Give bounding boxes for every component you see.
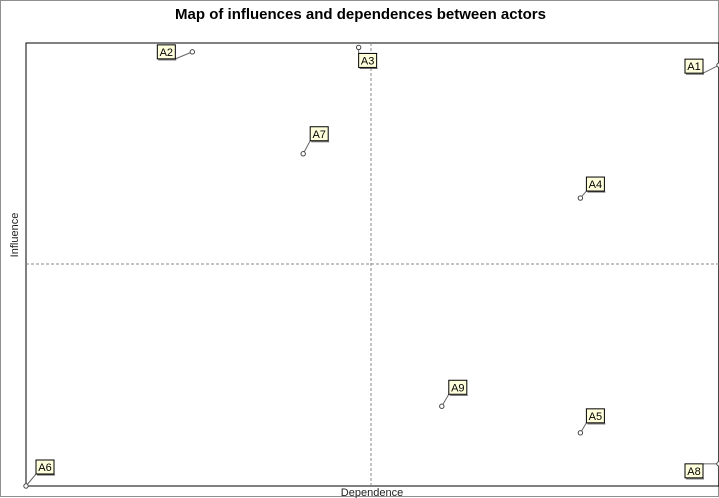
point-marker xyxy=(355,44,362,51)
point-label-box xyxy=(35,459,55,475)
point-label-box xyxy=(156,44,176,60)
point-label-box xyxy=(448,379,468,395)
label-leader-line xyxy=(702,64,719,74)
data-point-a2: A2 xyxy=(156,44,196,61)
y-axis-label: Influence xyxy=(9,213,21,258)
point-label: A6 xyxy=(38,462,51,474)
points-layer: A1 A2 A3 A4 A5 A6 A7 A8 A9 xyxy=(23,44,719,489)
data-point-a3: A3 xyxy=(355,44,378,69)
data-point-a1: A1 xyxy=(684,58,719,75)
data-point-a8: A8 xyxy=(684,461,719,480)
point-label-box xyxy=(585,176,605,192)
point-label: A1 xyxy=(687,61,700,73)
data-point-a6: A6 xyxy=(23,459,55,489)
point-label: A9 xyxy=(451,382,464,394)
point-label: A2 xyxy=(160,47,173,59)
point-marker xyxy=(577,430,584,436)
point-marker xyxy=(189,49,196,55)
point-label-box xyxy=(585,408,605,424)
point-marker xyxy=(23,483,29,489)
point-label: A3 xyxy=(361,55,374,67)
point-label: A4 xyxy=(589,179,602,191)
point-marker xyxy=(577,195,584,201)
point-label-box xyxy=(309,126,329,142)
point-label-box xyxy=(358,52,378,68)
data-point-a5: A5 xyxy=(577,408,606,436)
point-label-box xyxy=(684,58,704,74)
point-label-box xyxy=(684,463,704,479)
point-marker xyxy=(300,151,306,157)
data-point-a4: A4 xyxy=(577,176,606,201)
data-point-a7: A7 xyxy=(300,126,330,157)
chart-title: Map of influences and dependences betwee… xyxy=(175,6,546,23)
point-label: A8 xyxy=(687,466,700,478)
point-marker xyxy=(439,403,445,409)
x-axis-label: Dependence xyxy=(341,487,403,498)
point-label: A7 xyxy=(312,129,325,141)
point-label: A5 xyxy=(589,411,602,423)
label-leader-line xyxy=(175,51,193,60)
data-point-a9: A9 xyxy=(439,379,468,409)
